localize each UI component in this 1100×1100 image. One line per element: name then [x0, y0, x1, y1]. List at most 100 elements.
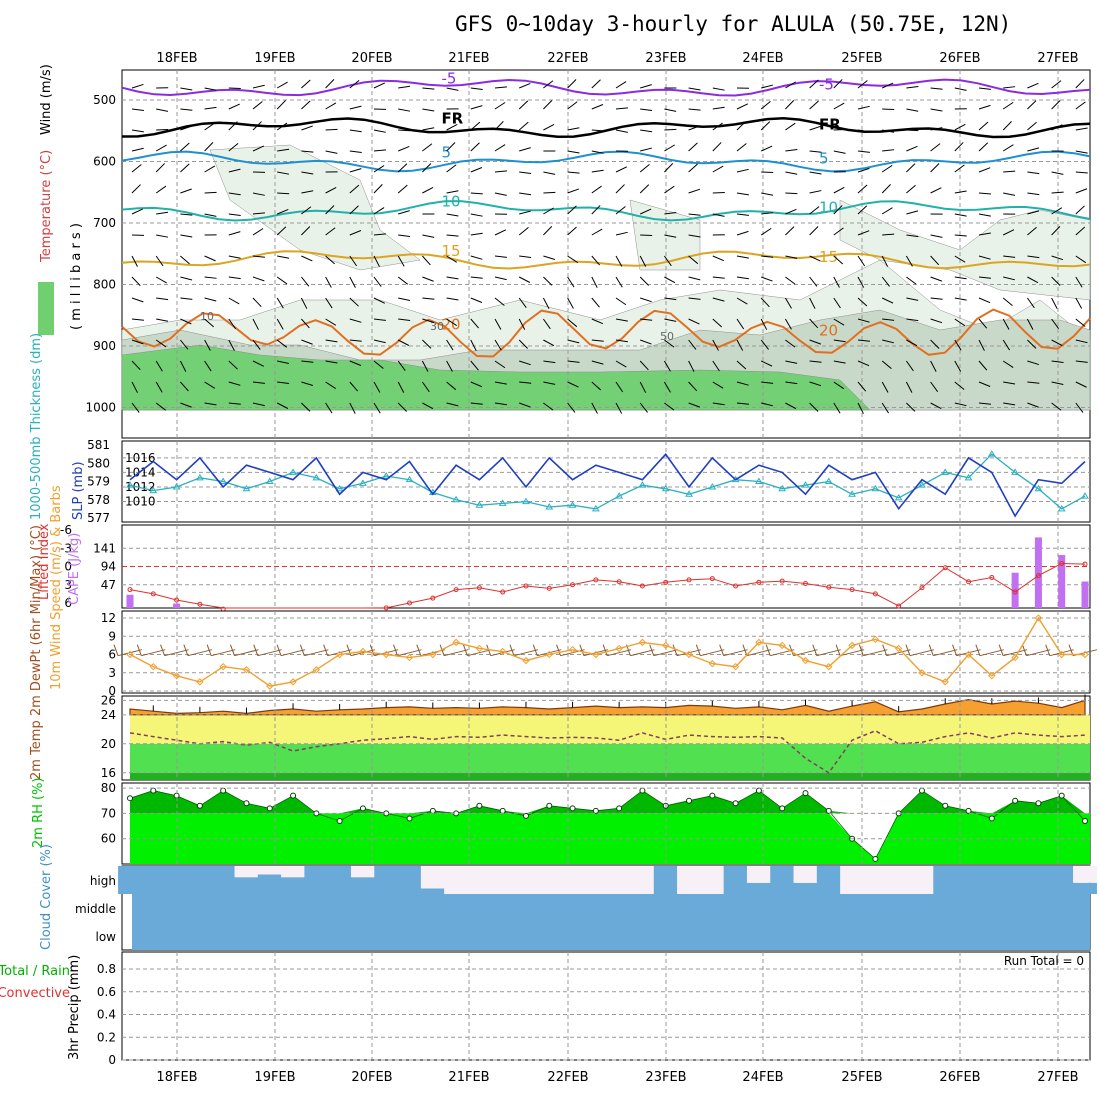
- wind-barb: [639, 381, 647, 393]
- wind-barb: [736, 213, 749, 216]
- thickness-point: [755, 477, 763, 484]
- rh-contour-label: 50: [660, 330, 674, 343]
- wind-barb: [857, 167, 870, 173]
- precip-legend-convective: Convective: [0, 986, 70, 1001]
- wind-barb: [664, 318, 677, 322]
- wind-barb: [857, 184, 868, 194]
- temp-tick-label: 20: [101, 737, 116, 751]
- wind-barb-10m: [863, 649, 888, 657]
- wind-barb: [204, 339, 211, 351]
- slp-tick-label: 1010: [125, 494, 156, 508]
- wind-barb: [1026, 318, 1034, 330]
- wind-barb-10m: [765, 644, 771, 656]
- wind-barb: [906, 184, 916, 194]
- wind-barb: [204, 402, 217, 406]
- wind-barb: [228, 213, 241, 217]
- wind-barb: [446, 142, 456, 152]
- wind-barb: [905, 255, 913, 267]
- wind-speed-point: [382, 650, 390, 659]
- date-label-bottom: 23FEB: [645, 1070, 686, 1085]
- wind-barb: [712, 381, 724, 389]
- precip-legend-total: Total / Rain: [0, 964, 70, 979]
- cloud-high-bar: [281, 877, 305, 894]
- wind-barb: [785, 276, 796, 285]
- wind-barb: [1051, 171, 1064, 175]
- lifted-index-point: [500, 589, 506, 595]
- wind-barb: [228, 192, 241, 196]
- wind-barb: [543, 226, 553, 236]
- wind-barb: [252, 297, 262, 308]
- wind-barb: [228, 297, 240, 305]
- wind-barb: [325, 339, 338, 343]
- wind-barb: [833, 318, 845, 326]
- wind-barb-10m: [490, 649, 515, 657]
- wind-barb: [277, 171, 290, 175]
- li-tick-label: 6: [64, 596, 72, 610]
- wind-speed-point: [708, 659, 717, 668]
- lifted-index-point: [639, 583, 645, 589]
- cape-bar: [1081, 581, 1089, 608]
- wind-barb: [567, 101, 578, 110]
- wind-barb: [906, 163, 916, 173]
- thickness-tick-label: 577: [87, 511, 110, 525]
- wind-barb: [446, 276, 459, 280]
- date-label-top: 21FEB: [448, 51, 489, 66]
- wind-barb: [131, 381, 138, 393]
- wind-barb: [373, 276, 382, 287]
- wind-barb: [930, 381, 939, 393]
- lifted-index-point: [802, 581, 808, 587]
- rh-point: [266, 805, 273, 812]
- lifted-index-line: [129, 562, 1086, 609]
- wind-barb-10m: [653, 649, 678, 657]
- wind-barb: [446, 213, 459, 217]
- wind-barb: [277, 360, 290, 365]
- wind-barb: [615, 297, 627, 306]
- temp-ylabel: 2m Temp 2m DewPt (6hr Min/Max) (°C): [29, 525, 44, 780]
- wind-barb: [591, 150, 604, 154]
- wind-barb: [615, 255, 623, 267]
- wind-barb: [398, 210, 410, 215]
- wind-barb: [470, 381, 483, 388]
- wind-barb: [276, 318, 284, 330]
- wind-speed-point: [335, 650, 344, 659]
- thickness-point: [941, 468, 950, 475]
- wind-barb: [494, 86, 507, 89]
- wind-barb: [276, 297, 284, 309]
- wind-barb: [204, 122, 215, 131]
- wind-barb: [640, 339, 652, 345]
- wind-barb: [276, 339, 288, 348]
- wind-barb: [519, 83, 531, 89]
- date-label-top: 18FEB: [156, 51, 197, 66]
- rh-point: [1082, 817, 1088, 824]
- wind-barb: [131, 297, 144, 303]
- lifted-index-point: [150, 591, 156, 597]
- wind-barb: [349, 80, 360, 89]
- wind-barb: [1051, 360, 1064, 364]
- wind-barb: [881, 255, 889, 267]
- wind-barb: [494, 339, 502, 351]
- wind-barb: [591, 104, 604, 110]
- thickness-line: [129, 453, 1086, 510]
- wind-barb: [325, 128, 338, 131]
- wind-barb: [591, 79, 601, 89]
- cloud-high-bar: [420, 888, 445, 894]
- wind-barb: [857, 402, 864, 414]
- wind-barb: [833, 381, 845, 390]
- slp-frame: [121, 440, 1091, 523]
- wind-barb: [881, 276, 890, 287]
- wind-barb-10m: [443, 649, 469, 657]
- wind-barb: [930, 163, 940, 173]
- wind-barb: [276, 276, 288, 285]
- wind-barb: [761, 276, 773, 282]
- cloud-high-gap: [910, 866, 934, 894]
- lifted-index-point: [989, 574, 995, 580]
- wind-barb: [736, 121, 746, 131]
- wind-barb: [543, 381, 556, 385]
- wind-barb-10m: [909, 649, 935, 657]
- wind-barb: [978, 232, 991, 236]
- wind-barb: [180, 276, 193, 281]
- lifted-index-point: [942, 565, 948, 571]
- rh-point: [359, 805, 366, 812]
- wind-barb: [712, 318, 723, 328]
- wind-barb: [470, 255, 483, 260]
